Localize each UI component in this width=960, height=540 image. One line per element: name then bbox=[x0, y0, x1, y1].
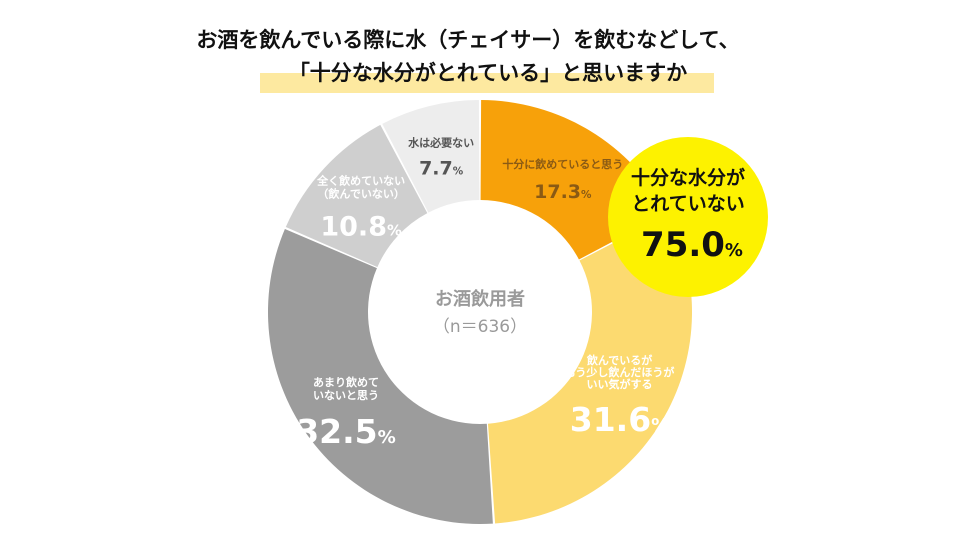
center-label: お酒飲用者 bbox=[435, 288, 525, 310]
donut-slice bbox=[268, 229, 493, 524]
slice-value: 17.3% bbox=[534, 181, 592, 203]
slice-value-unit: % bbox=[453, 166, 464, 178]
chart-title: お酒を飲んでいる際に水（チェイサー）を飲むなどして、 「十分な水分がとれている」… bbox=[196, 28, 740, 93]
slice-label: 飲んでいるが bbox=[586, 353, 652, 367]
slice-value-number: 32.5 bbox=[296, 412, 377, 451]
title-highlight-bar bbox=[260, 73, 714, 93]
callout-circle bbox=[608, 137, 768, 297]
slice-value-unit: % bbox=[387, 221, 402, 239]
callout-line-1: 十分な水分が bbox=[631, 166, 745, 189]
slice-label: （飲んでいない） bbox=[317, 186, 404, 200]
total-callout: 十分な水分が とれていない 75.0% bbox=[608, 137, 768, 297]
slice-value-unit: % bbox=[378, 427, 396, 448]
center-n: （n＝636） bbox=[433, 317, 527, 337]
slice-value-unit: % bbox=[651, 415, 669, 436]
donut-slice bbox=[382, 100, 480, 213]
title-line-2: 「十分な水分がとれている」と思いますか bbox=[289, 61, 687, 85]
title-line-1: お酒を飲んでいる際に水（チェイサー）を飲むなどして、 bbox=[196, 28, 739, 52]
slice-value-number: 17.3 bbox=[534, 181, 581, 203]
donut-center: お酒飲用者 （n＝636） bbox=[433, 288, 527, 337]
slice-value-unit: % bbox=[581, 189, 592, 201]
callout-value-unit: % bbox=[725, 240, 743, 261]
donut-slice bbox=[487, 214, 693, 524]
slice-value: 32.5% bbox=[296, 412, 396, 451]
callout-value: 75.0% bbox=[641, 225, 743, 265]
slice-label: あまり飲めて bbox=[313, 375, 379, 389]
slice-value: 31.6% bbox=[570, 400, 670, 439]
slice-value-number: 7.7 bbox=[419, 158, 453, 180]
slice-label: いい気がする bbox=[587, 377, 653, 391]
slice-label: 水は必要ない bbox=[408, 136, 474, 150]
slice-label: いないと思う bbox=[313, 389, 379, 402]
slice-label: もう少し飲んだほうが bbox=[565, 365, 675, 379]
slice-value-number: 10.8 bbox=[320, 211, 387, 242]
callout-value-number: 75.0 bbox=[641, 225, 725, 265]
donut-slices bbox=[268, 100, 693, 524]
slice-value-number: 31.6 bbox=[570, 400, 651, 439]
slice-value: 7.7% bbox=[419, 158, 464, 180]
slice-value: 10.8% bbox=[320, 211, 402, 242]
slice-label: 全く飲めていない bbox=[316, 173, 405, 187]
donut-slice bbox=[285, 124, 428, 268]
callout-line-2: とれていない bbox=[631, 193, 744, 215]
slice-label: 十分に飲めていると思う bbox=[502, 157, 623, 171]
